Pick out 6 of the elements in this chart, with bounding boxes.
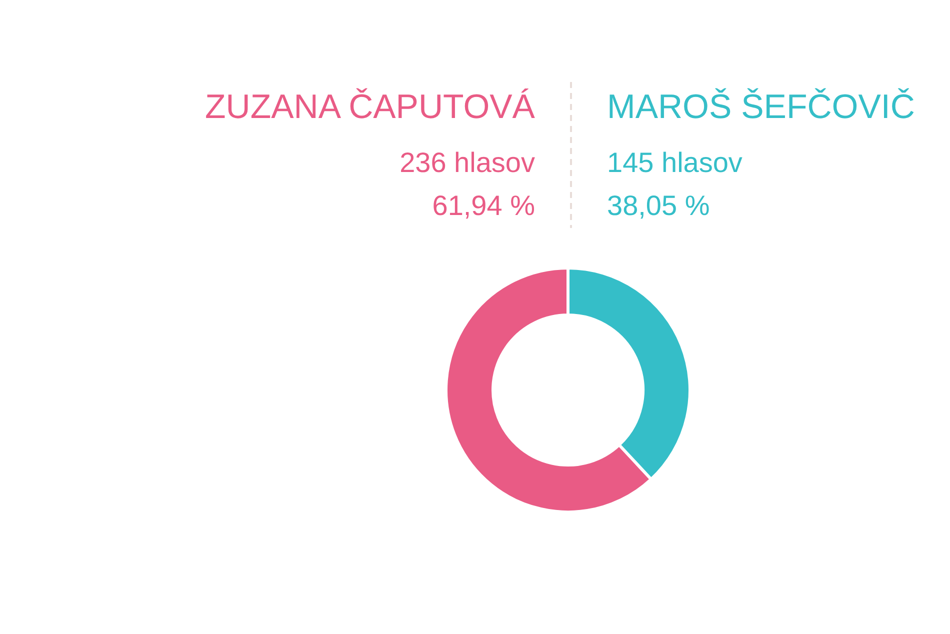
data-label: 145 hlasov (607, 147, 742, 178)
slice-label: MAROŠ ŠEFČOVIČ (607, 88, 915, 126)
text: 61,94 % (432, 190, 535, 221)
slice-label: ZUZANA ČAPUTOVÁ (205, 88, 536, 126)
data-label: 236 hlasov (400, 147, 535, 178)
text: 38,05 % (607, 190, 710, 221)
